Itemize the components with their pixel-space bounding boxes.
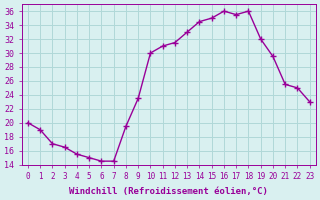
X-axis label: Windchill (Refroidissement éolien,°C): Windchill (Refroidissement éolien,°C)	[69, 187, 268, 196]
